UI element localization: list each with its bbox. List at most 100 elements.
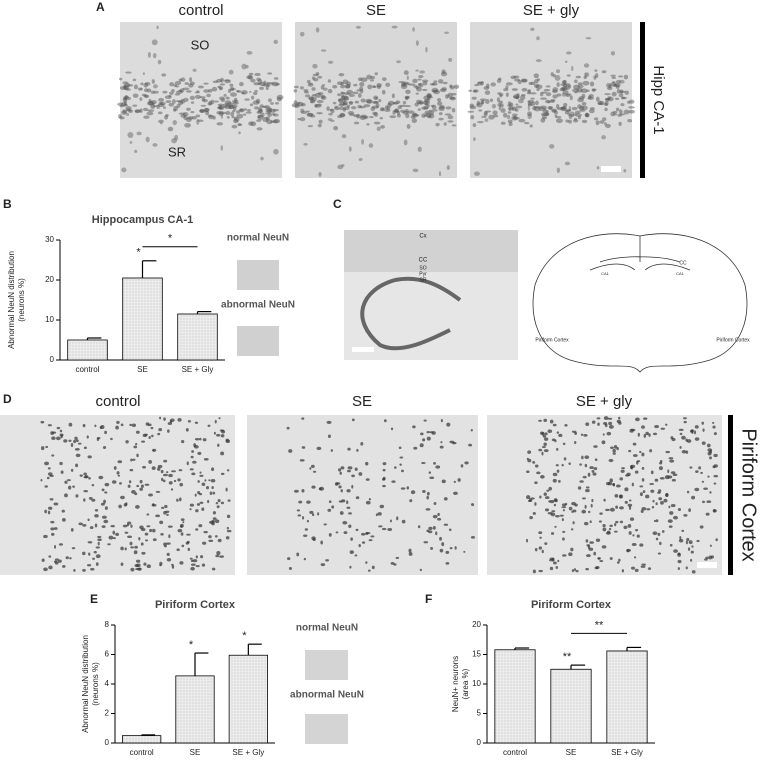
cell: [533, 73, 539, 79]
cell: [339, 84, 346, 89]
cell: [101, 525, 106, 529]
x-tick-label: SE: [190, 748, 201, 757]
cell: [167, 525, 173, 528]
cell: [440, 71, 448, 77]
cell: [365, 500, 371, 505]
cell: [541, 549, 544, 554]
cell: [95, 554, 101, 559]
cell: [608, 527, 612, 531]
cell: [421, 106, 429, 110]
cell: [563, 457, 567, 461]
cell: [120, 495, 125, 500]
cell: [116, 471, 120, 475]
cell: [353, 83, 358, 87]
cell: [603, 416, 609, 421]
cell: [414, 102, 419, 107]
panel-label: F: [425, 592, 432, 606]
cell: [161, 73, 167, 77]
cell: [605, 82, 612, 88]
cell: [108, 535, 114, 540]
cell: [48, 565, 53, 570]
cell: [415, 40, 419, 46]
cell: [418, 82, 424, 88]
cell: [86, 435, 89, 439]
cell: [272, 113, 276, 116]
cell: [629, 428, 634, 433]
cell: [139, 97, 143, 101]
cell: [337, 93, 341, 97]
cell: [677, 507, 682, 512]
cell: [276, 96, 282, 102]
cell: [628, 505, 632, 510]
cell: [669, 511, 674, 515]
cell: [238, 131, 241, 135]
cell: [168, 102, 175, 107]
cell: [351, 484, 354, 489]
cell: [65, 556, 69, 560]
cell: [54, 561, 59, 565]
cell: [247, 74, 253, 80]
cell: [479, 98, 487, 102]
cell: [568, 462, 571, 465]
cell: [521, 87, 528, 92]
cell: [577, 98, 584, 103]
micrographs-hippocampus: [117, 22, 635, 178]
cell: [356, 113, 361, 119]
cell: [595, 96, 600, 102]
cell: [129, 468, 134, 472]
cell: [595, 538, 601, 542]
cell: [694, 425, 699, 429]
cell: [274, 101, 279, 105]
cell: [100, 502, 105, 506]
cell: [555, 464, 559, 467]
cell: [449, 96, 456, 101]
cell: [47, 506, 53, 510]
y-tick-label: 20: [45, 275, 54, 284]
cell: [116, 420, 120, 424]
cell: [605, 98, 610, 102]
cell: [50, 527, 55, 531]
cell: [637, 432, 640, 437]
cell: [286, 426, 290, 430]
cell: [340, 91, 345, 98]
cell: [382, 462, 387, 466]
cell: [548, 486, 553, 491]
cell: [153, 84, 158, 89]
cell: [417, 525, 421, 529]
cell: [613, 113, 618, 116]
panel-label: D: [3, 392, 12, 406]
cell: [316, 111, 323, 115]
cell: [83, 490, 89, 493]
cell: [413, 85, 418, 88]
cell: [192, 559, 198, 563]
cell: [526, 495, 531, 500]
cell: [568, 552, 573, 557]
cell: [95, 546, 101, 549]
cell: [205, 110, 210, 116]
cell: [49, 474, 54, 477]
cell: [405, 89, 411, 95]
cell: [217, 499, 221, 503]
cell: [163, 544, 167, 548]
cell: [370, 106, 375, 112]
cell: [365, 532, 371, 535]
cell: [189, 468, 194, 471]
cell: [551, 109, 557, 113]
column-label: control: [95, 393, 140, 410]
cell: [185, 541, 189, 545]
cell: [603, 122, 607, 126]
cell: [194, 438, 200, 441]
cell: [151, 79, 155, 84]
cell: [207, 499, 210, 504]
cell: [187, 547, 191, 551]
cell: [422, 490, 426, 494]
cell: [157, 467, 161, 471]
cell: [400, 469, 404, 473]
cell: [451, 93, 457, 96]
cell: [405, 95, 410, 100]
cell: [180, 440, 185, 444]
cell: [45, 445, 49, 449]
cell: [418, 75, 424, 79]
cell: [561, 518, 564, 522]
cell: [269, 108, 276, 113]
